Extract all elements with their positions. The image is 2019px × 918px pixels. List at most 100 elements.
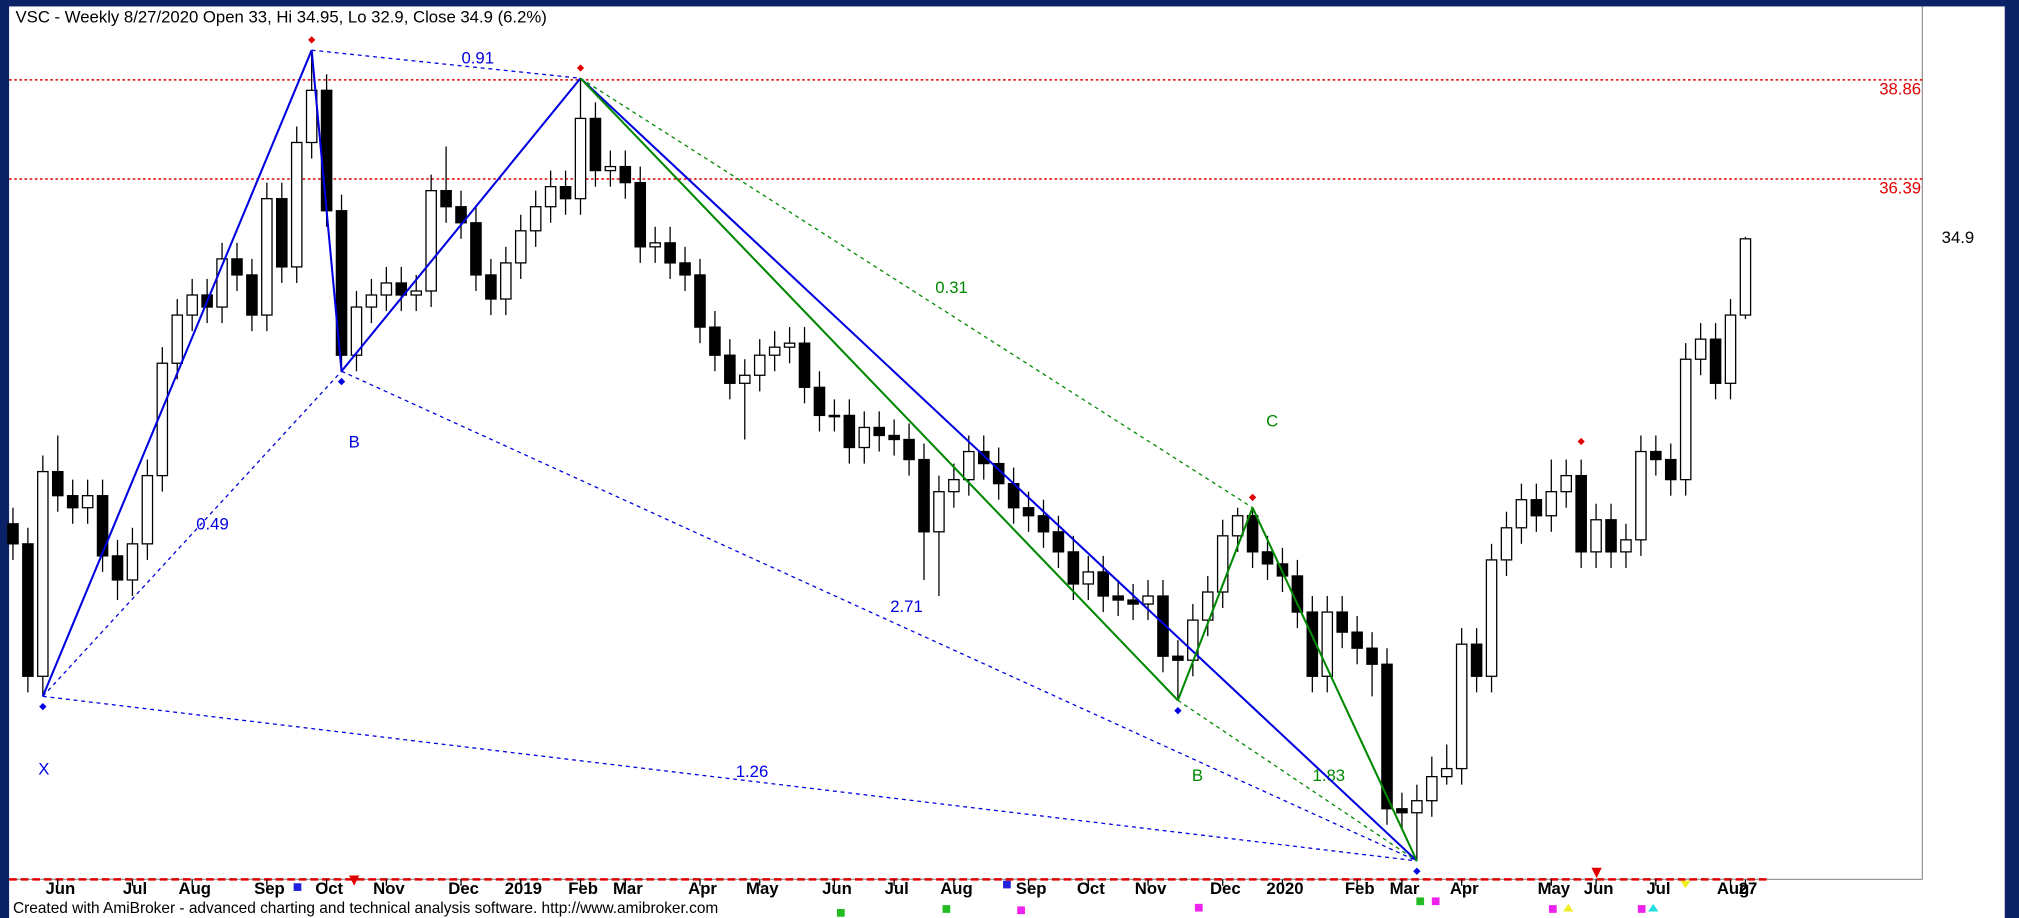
x-tick-label: Jul: [1646, 879, 1670, 898]
x-tick-label: Oct: [315, 879, 343, 898]
candle-body: [126, 543, 139, 581]
marker: [1591, 867, 1602, 879]
candle-body: [514, 230, 527, 264]
marker: [1003, 880, 1011, 889]
x-tick-label: Oct: [1077, 879, 1105, 898]
candle-body: [1306, 611, 1319, 677]
pattern-leg: [579, 77, 1179, 702]
candle-body: [918, 458, 930, 533]
ratio-label: 0.91: [461, 49, 494, 68]
candle-body: [276, 198, 288, 268]
marker: [1431, 897, 1440, 906]
x-tick-label: Dec: [448, 879, 479, 898]
pattern-leg: [1251, 507, 1418, 862]
x-tick-label: Jul: [885, 879, 909, 898]
candle-body: [500, 262, 512, 300]
x-tick-label: 2020: [1266, 879, 1303, 898]
candle-body: [111, 555, 124, 581]
marker: [293, 883, 302, 891]
candle-body: [1157, 595, 1169, 657]
signal-markers: [293, 867, 1691, 917]
ratio-label: 0.49: [196, 515, 229, 534]
candle-body: [948, 478, 960, 493]
candle-body: [649, 242, 661, 248]
x-tick-label: May: [1538, 879, 1571, 898]
marker: [836, 908, 845, 917]
candle-body: [768, 346, 781, 356]
candle-body: [335, 210, 348, 356]
candle-body: [51, 470, 64, 497]
last-price-label: 34.9: [1942, 228, 1975, 247]
candle-body: [290, 141, 303, 268]
ratio-label: 0.31: [935, 278, 968, 297]
candle-body: [753, 354, 766, 376]
x-tick-label: Aug: [940, 879, 973, 898]
candle-body: [365, 294, 378, 308]
candle-body: [1440, 767, 1453, 778]
candle-body: [1590, 519, 1602, 553]
candle-body: [37, 470, 49, 677]
candle-body: [246, 274, 258, 316]
candle-body: [1739, 238, 1752, 316]
candle-body: [604, 165, 617, 172]
level-label: 38.86: [1879, 80, 1921, 99]
candle-body: [1411, 800, 1423, 814]
candle-body: [933, 491, 945, 533]
candle-body: [96, 495, 109, 557]
candle-body: [798, 342, 811, 388]
pattern-ratio-line: [1177, 699, 1418, 862]
candle-body: [888, 434, 900, 441]
marker: [1416, 897, 1425, 906]
ratio-label: 2.71: [890, 597, 923, 616]
candle-body: [694, 274, 706, 328]
candle-body: [186, 294, 198, 316]
x-tick-label: Jun: [45, 879, 75, 898]
candle-body: [425, 190, 437, 292]
candle-body: [559, 186, 572, 200]
candle-body: [1635, 450, 1647, 541]
candle-body: [1455, 643, 1468, 770]
marker: [1637, 905, 1646, 913]
candle-body: [7, 523, 19, 545]
candle-body: [724, 354, 736, 384]
candle-body: [903, 438, 915, 461]
x-tick-label: Nov: [373, 879, 405, 898]
candle-body: [1172, 655, 1184, 661]
candle-body: [664, 242, 676, 264]
x-tick-label: Apr: [1450, 879, 1479, 898]
candle-body: [231, 258, 243, 276]
candle-body: [1112, 595, 1124, 601]
candle-body: [410, 290, 423, 296]
candle-body: [619, 165, 632, 184]
footer: Created with AmiBroker - advanced charti…: [13, 900, 718, 917]
marker: [942, 905, 951, 913]
plot-background: [9, 6, 2005, 918]
candle-body: [261, 198, 273, 316]
marker: [1194, 903, 1203, 912]
candle-body: [738, 374, 751, 384]
candle-body: [440, 190, 452, 208]
candle-body: [574, 117, 587, 200]
x-tick-label: Jun: [1584, 879, 1614, 898]
candle-body: [1679, 358, 1692, 481]
candle-body: [1560, 474, 1573, 493]
marker: [1017, 906, 1025, 915]
candle-body: [66, 495, 79, 509]
candle-body: [1396, 808, 1408, 814]
level-label: 36.39: [1879, 179, 1921, 198]
candle-body: [1515, 499, 1528, 529]
candle-body: [1261, 551, 1274, 565]
candle-body: [380, 282, 393, 296]
candle-body: [963, 450, 975, 481]
candle-body: [1201, 591, 1214, 621]
candle-body: [709, 326, 721, 356]
candle-body: [1231, 515, 1244, 537]
candle-body: [171, 314, 184, 364]
point-label: X: [38, 759, 49, 778]
candle-body: [1545, 491, 1558, 517]
pattern-leg: [340, 77, 582, 372]
candle-body: [828, 414, 841, 418]
pivot-marker: [576, 64, 585, 72]
